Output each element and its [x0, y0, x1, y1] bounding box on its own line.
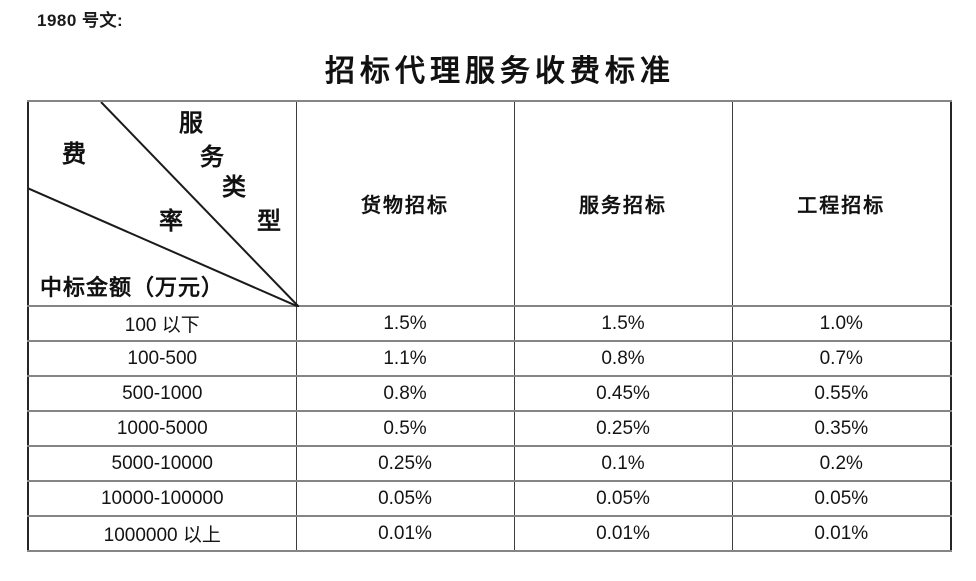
rate-value-cell: 0.25%: [513, 410, 733, 447]
amount-range-cell: 1000-5000: [27, 410, 297, 447]
rate-value-cell: 1.5%: [513, 305, 733, 342]
table-row: 100 以下 1.5% 1.5% 1.0%: [27, 305, 952, 342]
fee-table: 服 务 类 型 费 率 中标金额（万元） 货物招标 服务招标 工程招标 100 …: [27, 100, 952, 552]
rate-value-cell: 0.5%: [295, 410, 515, 447]
rate-value-cell: 1.1%: [295, 340, 515, 377]
table-row: 10000-100000 0.05% 0.05% 0.05%: [27, 480, 952, 517]
amount-range-cell: 500-1000: [27, 375, 297, 412]
amount-range-cell: 5000-10000: [27, 445, 297, 482]
amount-range-cell: 100 以下: [27, 305, 297, 342]
rate-value-cell: 0.01%: [731, 515, 952, 552]
column-header-services: 服务招标: [513, 100, 733, 307]
corner-rate-char: 率: [159, 209, 183, 235]
doc-number-label: 1980 号文:: [37, 11, 124, 30]
rate-value-cell: 1.0%: [731, 305, 952, 342]
table-body: 100 以下 1.5% 1.5% 1.0% 100-500 1.1% 0.8% 0.7% 500…: [27, 305, 952, 552]
corner-header-cell: 服 务 类 型 费 率 中标金额（万元）: [27, 100, 299, 307]
header-row: 服 务 类 型 费 率 中标金额（万元） 货物招标 服务招标 工程招标: [27, 100, 952, 307]
rate-value-cell: 0.45%: [513, 375, 733, 412]
page-title: 招标代理服务收费标准: [325, 55, 675, 88]
table-row: 1000000 以上 0.01% 0.01% 0.01%: [27, 515, 952, 552]
rate-value-cell: 0.25%: [295, 445, 515, 482]
column-header-goods: 货物招标: [295, 100, 515, 307]
rate-value-cell: 1.5%: [295, 305, 515, 342]
rate-value-cell: 0.55%: [731, 375, 952, 412]
diagonal-divider-lines: [29, 102, 299, 307]
rate-value-cell: 0.35%: [731, 410, 952, 447]
diagonal-line-upper: [100, 102, 299, 307]
corner-service-type-char: 务: [200, 145, 224, 171]
rate-value-cell: 0.01%: [513, 515, 733, 552]
rate-value-cell: 0.05%: [513, 480, 733, 517]
rate-value-cell: 0.2%: [731, 445, 952, 482]
rate-value-cell: 0.05%: [731, 480, 952, 517]
corner-amount-axis-label: 中标金额（万元）: [40, 275, 225, 300]
corner-rate-char: 费: [62, 142, 86, 168]
table-row: 1000-5000 0.5% 0.25% 0.35%: [27, 410, 952, 447]
rate-value-cell: 0.01%: [295, 515, 515, 552]
rate-value-cell: 0.05%: [295, 480, 515, 517]
rate-value-cell: 0.8%: [513, 340, 733, 377]
rate-value-cell: 0.7%: [731, 340, 952, 377]
table-row: 100-500 1.1% 0.8% 0.7%: [27, 340, 952, 377]
corner-service-type-char: 类: [222, 175, 246, 201]
table-row: 5000-10000 0.25% 0.1% 0.2%: [27, 445, 952, 482]
corner-service-type-char: 型: [257, 209, 281, 235]
corner-service-type-char: 服: [179, 111, 203, 137]
rate-value-cell: 0.1%: [513, 445, 733, 482]
amount-range-cell: 1000000 以上: [27, 515, 297, 552]
amount-range-cell: 100-500: [27, 340, 297, 377]
rate-value-cell: 0.8%: [295, 375, 515, 412]
column-header-engineering: 工程招标: [731, 100, 952, 307]
table-row: 500-1000 0.8% 0.45% 0.55%: [27, 375, 952, 412]
diagonal-line-lower: [29, 187, 299, 307]
amount-range-cell: 10000-100000: [27, 480, 297, 517]
